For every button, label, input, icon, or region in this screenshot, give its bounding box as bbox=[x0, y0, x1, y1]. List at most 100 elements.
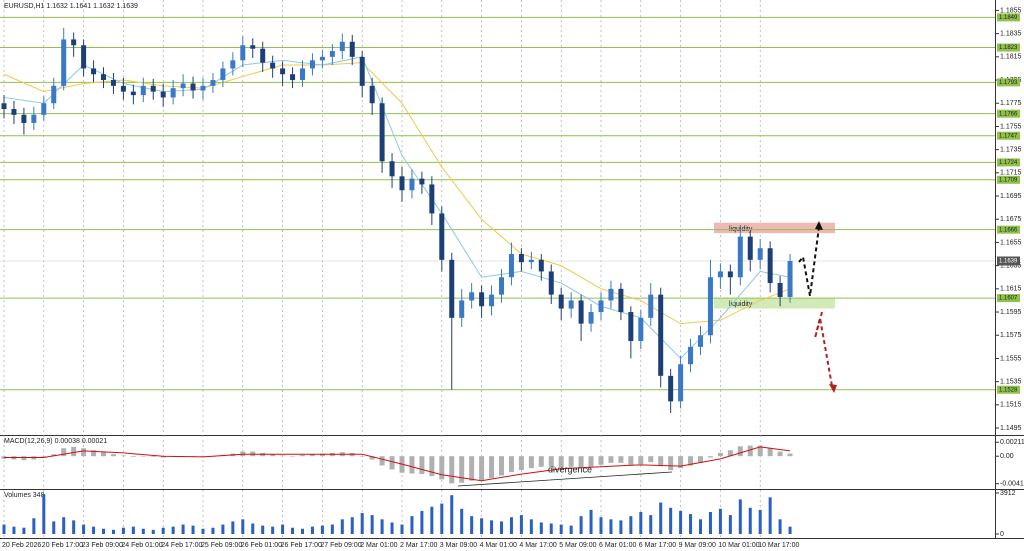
macd-bar bbox=[160, 456, 166, 458]
y-tick-label: 1.1695 bbox=[1000, 193, 1022, 200]
macd-bar bbox=[270, 454, 276, 457]
y-tick-label: 1.1735 bbox=[1000, 146, 1022, 153]
x-tick-label: 4 Mar 01:00 bbox=[480, 542, 517, 549]
y-tick-label: 0 bbox=[1000, 531, 1004, 538]
candle-body bbox=[747, 236, 753, 260]
candle-body bbox=[548, 271, 554, 295]
volume-bar bbox=[111, 529, 115, 534]
volume-bar bbox=[22, 527, 26, 534]
candle-body bbox=[419, 178, 425, 185]
macd-bar bbox=[309, 454, 315, 457]
y-tick-label: 1.1855 bbox=[1000, 7, 1022, 14]
current-price-box bbox=[997, 256, 1020, 266]
volume-bar bbox=[500, 521, 503, 534]
candle-body bbox=[210, 80, 216, 86]
candle-body bbox=[1, 103, 7, 110]
macd-bar bbox=[130, 456, 136, 457]
macd-bar bbox=[379, 456, 385, 466]
macd-bar bbox=[648, 456, 654, 463]
macd-bar bbox=[508, 456, 514, 473]
x-tick-label: 6 Mar 17:00 bbox=[639, 542, 676, 549]
macd-bar bbox=[449, 456, 455, 484]
candle-body bbox=[120, 85, 126, 92]
macd-bar bbox=[409, 456, 415, 474]
macd-bar bbox=[459, 456, 465, 483]
volume-bar bbox=[281, 524, 285, 534]
level-label: 1.1666 bbox=[999, 227, 1018, 233]
x-tick-label: 24 Feb 17:00 bbox=[161, 542, 202, 549]
volume-bar bbox=[102, 528, 105, 534]
volume-bar bbox=[320, 525, 324, 534]
candle-body bbox=[439, 213, 445, 260]
volume-bar bbox=[92, 526, 96, 534]
candle-body bbox=[230, 60, 236, 69]
volume-bar bbox=[460, 508, 464, 534]
level-label: 1.1823 bbox=[999, 45, 1018, 51]
candle-body bbox=[150, 85, 156, 92]
volume-bar bbox=[221, 524, 225, 534]
macd-bar bbox=[618, 456, 624, 463]
level-label: 1.1724 bbox=[999, 160, 1018, 166]
y-tick-label: 1.1635 bbox=[1000, 262, 1022, 269]
level-label-box bbox=[997, 109, 1020, 118]
zone-label: liquidity bbox=[729, 301, 753, 308]
candle-body bbox=[190, 83, 196, 91]
signal-line bbox=[4, 446, 791, 482]
candle-body bbox=[459, 300, 465, 318]
volume-bar bbox=[440, 503, 444, 534]
candle-body bbox=[101, 74, 106, 81]
x-tick-label: 3 Mar 09:00 bbox=[440, 542, 477, 549]
y-tick-label: 3912 bbox=[1000, 490, 1016, 497]
level-label: 1.1849 bbox=[999, 15, 1018, 21]
volume-bar bbox=[699, 519, 702, 534]
level-label: 1.1607 bbox=[999, 296, 1018, 302]
candle-body bbox=[508, 254, 514, 278]
macd-bar bbox=[658, 456, 664, 467]
macd-bar bbox=[578, 456, 584, 468]
macd-bar bbox=[727, 450, 733, 457]
volume-bar bbox=[271, 526, 275, 534]
macd-bar bbox=[737, 446, 743, 457]
candle-body bbox=[240, 45, 246, 61]
candle-body bbox=[180, 83, 186, 89]
volume-bar bbox=[420, 510, 424, 534]
candle-body bbox=[678, 364, 684, 402]
macd-bar bbox=[61, 448, 67, 457]
candle-body bbox=[588, 312, 594, 324]
volume-bar bbox=[52, 521, 56, 534]
volume-bar bbox=[380, 519, 384, 534]
y-tick-label: 1.1555 bbox=[1000, 355, 1022, 362]
volume-bar bbox=[728, 515, 732, 534]
volume-bar bbox=[599, 517, 603, 534]
x-tick-label: 27 Feb 09:00 bbox=[320, 542, 361, 549]
arrowhead bbox=[815, 221, 823, 230]
candle-body bbox=[479, 292, 485, 307]
macd-bar bbox=[140, 456, 146, 457]
x-tick-label: 4 Mar 17:00 bbox=[519, 542, 556, 549]
macd-bar bbox=[638, 456, 644, 465]
level-label-box bbox=[997, 13, 1020, 22]
current-price-label: 1.1639 bbox=[999, 259, 1018, 265]
volume-bar bbox=[241, 519, 245, 534]
x-tick-label: 26 Feb 17:00 bbox=[281, 542, 322, 549]
candle-body bbox=[757, 248, 763, 260]
macd-bar bbox=[150, 456, 156, 457]
volume-bar bbox=[738, 499, 742, 534]
volume-bar bbox=[778, 519, 782, 534]
volume-bar bbox=[12, 526, 16, 534]
macd-bar bbox=[787, 453, 793, 457]
volume-bar bbox=[32, 518, 36, 534]
x-tick-label: 5 Mar 09:00 bbox=[559, 542, 596, 549]
volume-bar bbox=[748, 507, 752, 534]
candle-body bbox=[21, 114, 27, 123]
y-tick-label: 1.1515 bbox=[1000, 402, 1022, 409]
volume-bar bbox=[669, 507, 673, 534]
candle-body bbox=[300, 68, 305, 81]
macd-bar bbox=[21, 456, 27, 461]
volume-bar bbox=[261, 525, 265, 534]
macd-bar bbox=[678, 456, 684, 469]
candle-body bbox=[469, 292, 475, 301]
volume-bar bbox=[708, 511, 712, 534]
candle-body bbox=[638, 317, 644, 342]
